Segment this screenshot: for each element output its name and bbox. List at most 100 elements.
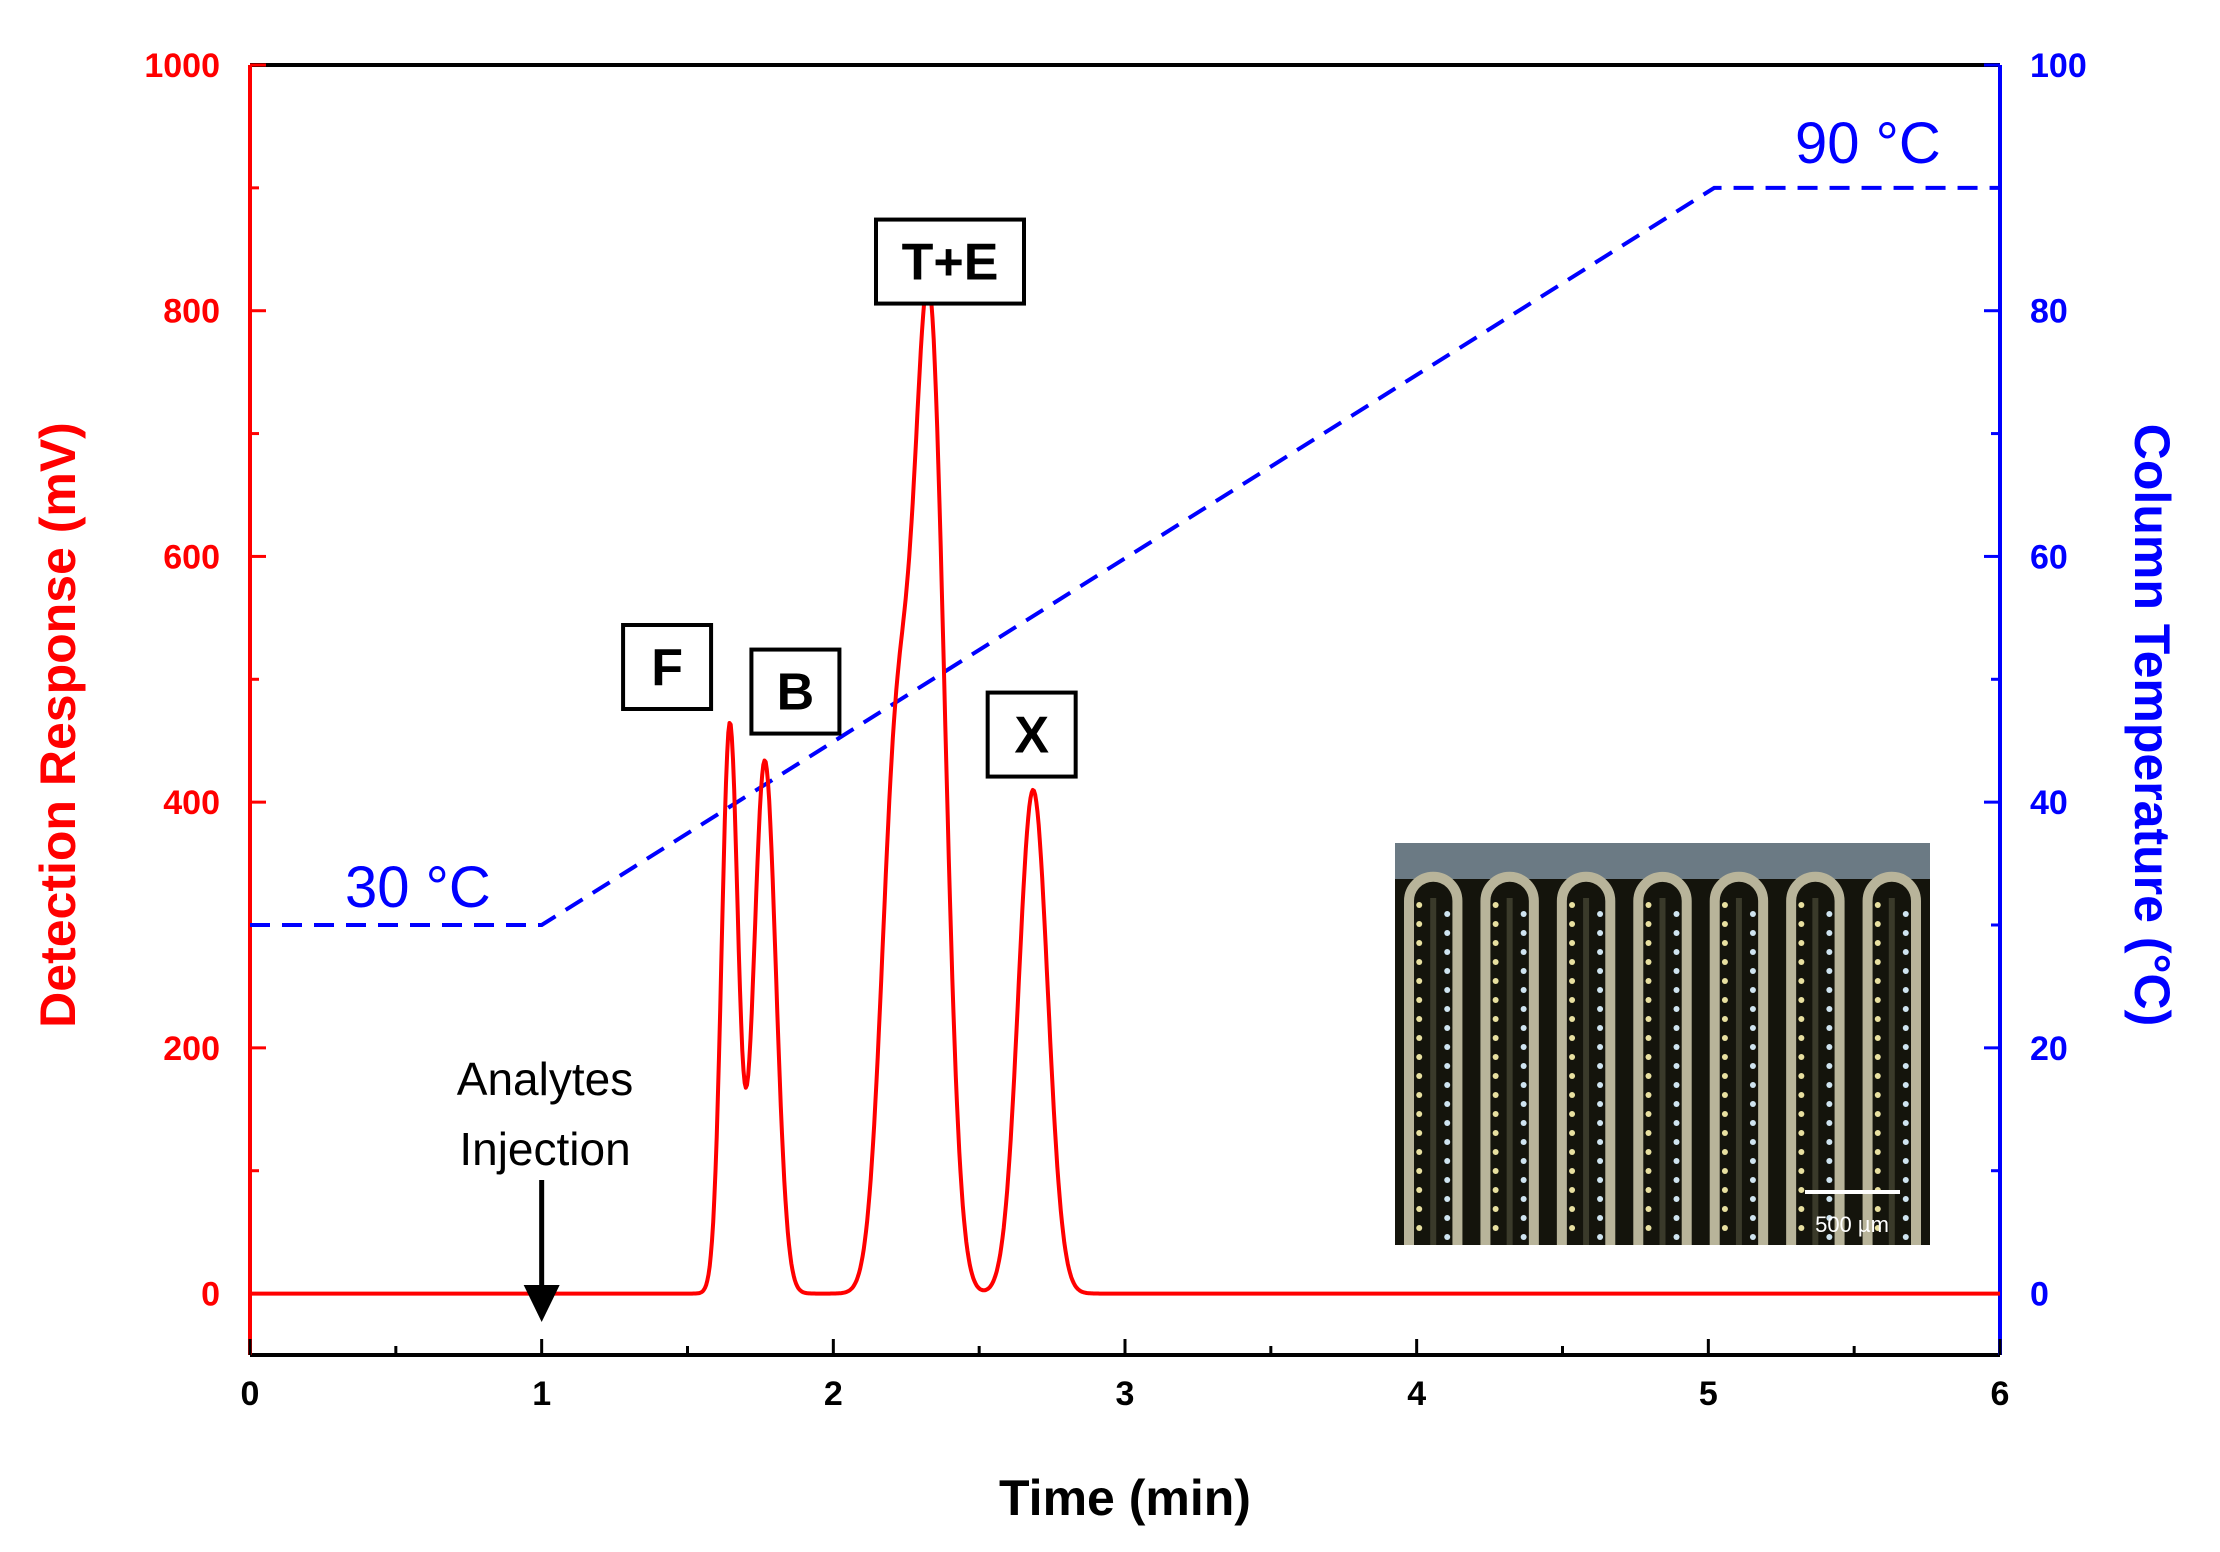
inset-dot xyxy=(1826,1215,1833,1221)
inset-dot xyxy=(1798,997,1805,1003)
inset-dot xyxy=(1874,1225,1881,1231)
inset-dot xyxy=(1749,968,1756,974)
inset-dot xyxy=(1902,968,1909,974)
inset-dot xyxy=(1798,921,1805,927)
inset-dot xyxy=(1673,949,1680,955)
inset-dot xyxy=(1826,1177,1833,1183)
inset-dot xyxy=(1645,1092,1652,1098)
inset-dot xyxy=(1492,1149,1499,1155)
inset-dot xyxy=(1874,902,1881,908)
inset-dot xyxy=(1749,1044,1756,1050)
inset-dot xyxy=(1492,1054,1499,1060)
inset-dot xyxy=(1721,940,1728,946)
inset-dot xyxy=(1749,949,1756,955)
inset-dot xyxy=(1645,1054,1652,1060)
inset-dot xyxy=(1721,1225,1728,1231)
inset-dot xyxy=(1569,1130,1576,1136)
y-right-tick-label: 80 xyxy=(2030,293,2068,331)
inset-dot xyxy=(1645,940,1652,946)
inset-dot xyxy=(1520,1120,1527,1126)
y-right-axis-title: Column Temperature (°C) xyxy=(2124,424,2180,1026)
inset-dot xyxy=(1492,959,1499,965)
inset-dot xyxy=(1597,968,1604,974)
inset-dot xyxy=(1673,1063,1680,1069)
inset-dot xyxy=(1569,959,1576,965)
inset-dot xyxy=(1798,1054,1805,1060)
inset-dot xyxy=(1645,902,1652,908)
inset-dot xyxy=(1444,1063,1451,1069)
temperature-series-line xyxy=(250,185,2000,927)
inset-dot xyxy=(1902,1158,1909,1164)
inset-dot xyxy=(1749,987,1756,993)
inset-dot xyxy=(1673,1158,1680,1164)
y-left-tick-label: 0 xyxy=(201,1276,220,1314)
inset-dot xyxy=(1569,1054,1576,1060)
inset-dot xyxy=(1597,1234,1604,1240)
inset-dot xyxy=(1721,1016,1728,1022)
inset-dot xyxy=(1416,921,1423,927)
inset-dot xyxy=(1492,1092,1499,1098)
inset-dot xyxy=(1645,1149,1652,1155)
inset-dot xyxy=(1902,949,1909,955)
y-right-tick-label: 100 xyxy=(2030,47,2087,85)
inset-dot xyxy=(1749,1177,1756,1183)
y-left-tick-label: 400 xyxy=(163,784,220,822)
inset-dot xyxy=(1569,1016,1576,1022)
peak-label-b: B xyxy=(749,647,842,736)
inset-dot xyxy=(1416,902,1423,908)
inset-dot xyxy=(1673,930,1680,936)
inset-dot xyxy=(1492,902,1499,908)
y-left-tick-label: 800 xyxy=(163,293,220,331)
inset-dot xyxy=(1492,1130,1499,1136)
inset-dot xyxy=(1569,1149,1576,1155)
inset-dot xyxy=(1492,1073,1499,1079)
peak-label-text: T+E xyxy=(902,234,999,292)
injection-label-line2: Injection xyxy=(459,1123,630,1175)
inset-dot xyxy=(1798,1111,1805,1117)
inset-dot xyxy=(1416,1130,1423,1136)
inset-dot xyxy=(1597,1063,1604,1069)
inset-dot xyxy=(1826,1044,1833,1050)
inset-dot xyxy=(1721,921,1728,927)
inset-channel xyxy=(1556,871,1616,1245)
inset-dot xyxy=(1597,1044,1604,1050)
inset-dot xyxy=(1492,1016,1499,1022)
inset-dot xyxy=(1645,1206,1652,1212)
inset-dot xyxy=(1645,997,1652,1003)
inset-dot xyxy=(1826,1139,1833,1145)
inset-dot xyxy=(1874,1092,1881,1098)
inset-dot xyxy=(1749,1101,1756,1107)
inset-dot xyxy=(1902,1006,1909,1012)
inset-dot xyxy=(1826,987,1833,993)
inset-dot xyxy=(1902,987,1909,993)
inset-dot xyxy=(1597,1139,1604,1145)
inset-dot xyxy=(1798,1187,1805,1193)
inset-dot xyxy=(1444,1177,1451,1183)
inset-dot xyxy=(1444,987,1451,993)
inset-dot xyxy=(1721,1168,1728,1174)
inset-dot xyxy=(1444,1234,1451,1240)
inset-channel xyxy=(1709,871,1769,1245)
inset-dot xyxy=(1721,978,1728,984)
inset-dot xyxy=(1902,1101,1909,1107)
inset-dot xyxy=(1444,949,1451,955)
inset-dot xyxy=(1826,1063,1833,1069)
inset-dot xyxy=(1902,1082,1909,1088)
inset-dot xyxy=(1492,1035,1499,1041)
inset-dot xyxy=(1444,1101,1451,1107)
inset-dot xyxy=(1902,1139,1909,1145)
inset-dot xyxy=(1902,1196,1909,1202)
inset-dot xyxy=(1520,949,1527,955)
inset-dot xyxy=(1749,1215,1756,1221)
inset-dot xyxy=(1673,968,1680,974)
inset-dot xyxy=(1520,1139,1527,1145)
inset-channel-wall xyxy=(1556,871,1616,1245)
inset-dot xyxy=(1492,997,1499,1003)
peak-label-text: F xyxy=(651,639,683,697)
inset-dot xyxy=(1874,978,1881,984)
inset-dot xyxy=(1444,1082,1451,1088)
inset-dot xyxy=(1597,930,1604,936)
peak-label-x: X xyxy=(985,690,1078,779)
inset-dot xyxy=(1597,1196,1604,1202)
peak-label-box xyxy=(985,690,1078,779)
